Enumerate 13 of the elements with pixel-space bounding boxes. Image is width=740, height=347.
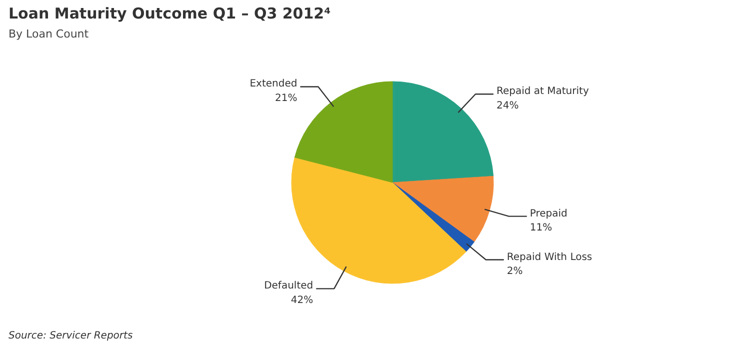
source-note: Source: Servicer Reports bbox=[8, 330, 133, 342]
data-label: 21% bbox=[274, 93, 298, 104]
text: By Loan Count bbox=[8, 28, 90, 40]
slice-label: Extended bbox=[250, 78, 298, 90]
slice-label: Prepaid bbox=[530, 208, 568, 220]
slice-label: Defaulted bbox=[264, 280, 314, 292]
chart-title: Loan Maturity Outcome Q1 – Q3 2012⁴ bbox=[8, 4, 331, 22]
data-label: 42% bbox=[290, 295, 314, 306]
slice-label: Repaid With Loss bbox=[506, 252, 592, 263]
data-label: 2% bbox=[506, 266, 523, 278]
data-label: 24% bbox=[496, 100, 519, 112]
slice-label: Repaid at Maturity bbox=[496, 86, 589, 98]
data-label: 11% bbox=[530, 222, 552, 234]
